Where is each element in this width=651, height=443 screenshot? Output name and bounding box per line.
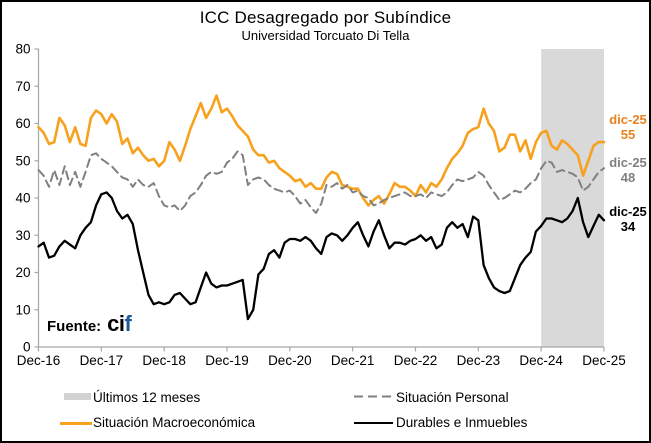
x-tick-label: Dec-23 (457, 353, 501, 368)
y-tick-label: 80 (15, 42, 30, 57)
y-tick-label: 0 (23, 340, 31, 355)
x-tick-label: Dec-18 (142, 353, 186, 368)
chart-subtitle: Universidad Torcuato Di Tella (241, 28, 410, 43)
y-tick-label: 60 (15, 116, 30, 131)
chart-title: ICC Desagregado por Subíndice (199, 8, 452, 27)
end-label-personal: dic-25 48 (603, 155, 649, 185)
cif-logo-blue: f (124, 311, 132, 336)
shaded-region-ultimos-12-meses (541, 49, 604, 347)
y-tick-label: 40 (15, 191, 30, 206)
legend-label-situacion-personal: Situación Personal (396, 390, 509, 405)
x-tick-label: Dec-22 (394, 353, 438, 368)
end-label-durables-date: dic-25 (609, 204, 647, 219)
end-label-personal-value: 48 (620, 170, 636, 185)
end-label-macro-value: 55 (620, 127, 636, 142)
legend-label-durables-inmuebles: Durables e Inmuebles (396, 415, 528, 430)
y-tick-label: 20 (15, 265, 30, 280)
end-label-macroeconomica: dic-25 55 (603, 112, 649, 142)
x-tick-label: Dec-25 (582, 353, 626, 368)
y-tick-label: 50 (15, 153, 30, 168)
end-label-durables-value: 34 (620, 219, 636, 234)
end-label-personal-date: dic-25 (609, 155, 647, 170)
legend-swatch-durables (354, 422, 393, 424)
series-line-situaci-n-personal (37, 150, 605, 214)
series-line-durables-e-inmuebles (37, 191, 606, 321)
series-line-situaci-n-macroecon-mica (37, 94, 606, 207)
source-credit: Fuente: ci f (47, 311, 132, 337)
end-label-macro-date: dic-25 (609, 112, 647, 127)
x-tick-label: Dec-17 (80, 353, 124, 368)
legend-label-situacion-macroeconomica: Situación Macroeconómica (93, 415, 256, 430)
x-tick-label: Dec-24 (519, 353, 563, 368)
x-tick-label: Dec-16 (17, 353, 61, 368)
y-tick-label: 10 (15, 302, 30, 317)
y-tick-label: 30 (15, 228, 30, 243)
legend-swatch-shaded (64, 393, 91, 400)
x-tick-label: Dec-19 (205, 353, 249, 368)
x-tick-label: Dec-21 (331, 353, 375, 368)
y-tick-label: 70 (15, 79, 30, 94)
legend-label-ultimos-12-meses: Últimos 12 meses (93, 390, 201, 405)
end-label-durables: dic-25 34 (603, 204, 649, 234)
cif-logo-dark: ci (107, 311, 125, 336)
source-label: Fuente: (47, 318, 102, 335)
x-tick-label: Dec-20 (268, 353, 312, 368)
legend-swatch-macroeconomica (60, 422, 92, 425)
legend-swatch-personal (354, 395, 394, 398)
